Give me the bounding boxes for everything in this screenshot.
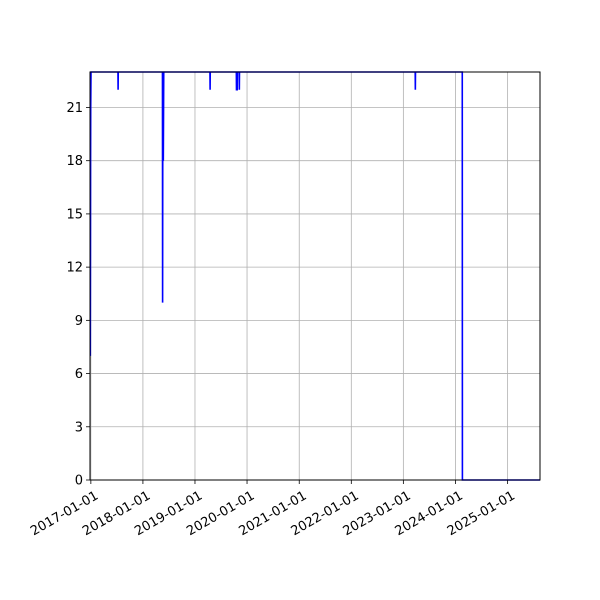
- y-axis: 0 3 6 9 12 15 18 21: [66, 101, 90, 489]
- plot-frame: [89, 71, 541, 481]
- y-tick-label: 6: [75, 367, 83, 382]
- y-tick-label: 3: [75, 420, 83, 435]
- y-tick-label: 9: [75, 314, 83, 329]
- y-tick-label: 0: [75, 474, 83, 489]
- y-tick-label: 18: [66, 154, 83, 169]
- y-tick-label: 21: [66, 101, 83, 116]
- y-tick-label: 12: [66, 261, 83, 276]
- plot-area: [90, 72, 540, 480]
- y-tick-label: 15: [66, 207, 83, 222]
